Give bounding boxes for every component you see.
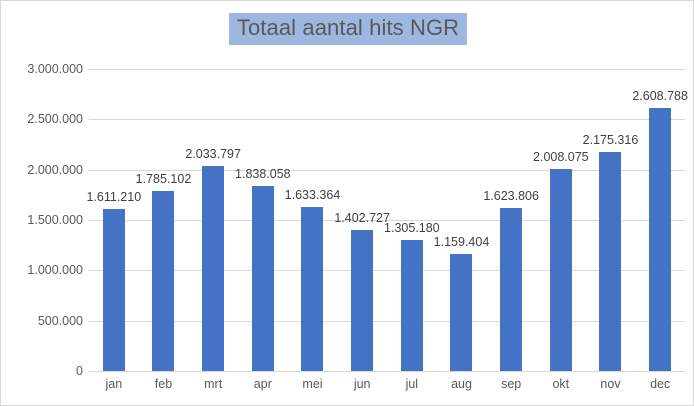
- x-axis-tick-label: aug: [451, 377, 472, 391]
- bar-value-label: 1.623.806: [483, 188, 539, 203]
- bar-slot: 1.633.364: [284, 69, 341, 371]
- bar-slot: 1.305.180: [384, 69, 440, 371]
- gridline: [89, 169, 685, 171]
- category-axis-line: [89, 371, 685, 372]
- bar[interactable]: [500, 207, 523, 371]
- bar[interactable]: [301, 206, 324, 371]
- bar[interactable]: [152, 191, 175, 371]
- bar-value-label: 2.175.316: [582, 133, 639, 148]
- bar[interactable]: [599, 152, 622, 371]
- bar-value-label: 2.033.797: [185, 147, 241, 162]
- y-axis: 0 500.000 1.000.000 1.500.000 2.000.000 2.500…: [1, 62, 83, 378]
- bar-value-label: 1.402.727: [334, 210, 390, 225]
- bar[interactable]: [649, 108, 672, 371]
- bar-slot: 1.838.058: [235, 69, 291, 371]
- gridline: [89, 220, 685, 221]
- bar[interactable]: [102, 208, 125, 371]
- bar-value-label: 2.008.075: [533, 149, 589, 164]
- bar[interactable]: [450, 254, 473, 371]
- x-axis-tick-label: jun: [353, 377, 371, 391]
- y-axis-tick-label: 1.500.000: [27, 213, 83, 227]
- y-axis-tick-label: 2.500.000: [27, 112, 83, 127]
- x-axis-tick-label: mei: [302, 377, 323, 391]
- y-axis-tick-label: 0: [76, 364, 83, 378]
- gridline: [89, 320, 685, 322]
- y-axis-tick-label: 2.000.000: [27, 162, 83, 177]
- bar-value-label: 1.838.058: [235, 166, 291, 181]
- bar-slot: 2.608.788: [632, 69, 688, 371]
- y-axis-tick-label: 1.000.000: [27, 263, 83, 278]
- x-axis-tick-label: apr: [253, 377, 272, 391]
- chart-title-area: Totaal aantal hits NGR: [1, 13, 693, 45]
- x-axis-tick-label: okt: [552, 377, 570, 391]
- x-axis-tick-label: mrt: [204, 377, 223, 391]
- bar-slot: 2.033.797: [185, 69, 241, 371]
- y-axis-tick-label: 3.000.000: [27, 62, 83, 76]
- bar-slot: 1.785.102: [135, 69, 192, 371]
- gridline: [89, 270, 685, 272]
- bar-value-label: 2.608.788: [632, 89, 688, 104]
- bar[interactable]: [549, 168, 572, 371]
- bar[interactable]: [351, 229, 374, 371]
- x-axis-tick-label: nov: [600, 377, 621, 391]
- bar-slot: 1.623.806: [483, 69, 539, 371]
- chart-title[interactable]: Totaal aantal hits NGR: [228, 13, 468, 45]
- gridline: [89, 119, 685, 121]
- bar-slot: 1.402.727: [334, 69, 390, 371]
- plot-area: 1.611.210 1.785.102 2.033.797 1.838.058 1.63…: [86, 69, 688, 372]
- bar[interactable]: [251, 185, 274, 371]
- bar-value-label: 1.785.102: [135, 172, 192, 187]
- x-axis-tick-label: sep: [501, 377, 522, 391]
- x-axis-tick-label: jul: [405, 377, 419, 391]
- x-axis: jan feb mrt apr mei jun jul aug sep okt nov dec: [89, 377, 685, 401]
- x-axis-tick-label: feb: [154, 377, 173, 391]
- bar-value-label: 1.611.210: [86, 189, 142, 204]
- x-axis-tick-label: jan: [105, 377, 123, 391]
- bar-slot: 1.611.210: [86, 69, 142, 371]
- bar[interactable]: [202, 166, 225, 371]
- gridline: [89, 69, 685, 70]
- bar-slot: 2.008.075: [533, 69, 589, 371]
- bar-value-label: 1.159.404: [433, 235, 490, 250]
- bar-value-label: 1.633.364: [284, 187, 341, 202]
- bar-slot: 1.159.404: [433, 69, 490, 371]
- bar[interactable]: [400, 239, 423, 371]
- x-axis-tick-label: dec: [650, 377, 671, 391]
- bar-slot: 2.175.316: [582, 69, 639, 371]
- y-axis-tick-label: 500.000: [37, 313, 83, 328]
- bar-value-label: 1.305.180: [384, 220, 440, 235]
